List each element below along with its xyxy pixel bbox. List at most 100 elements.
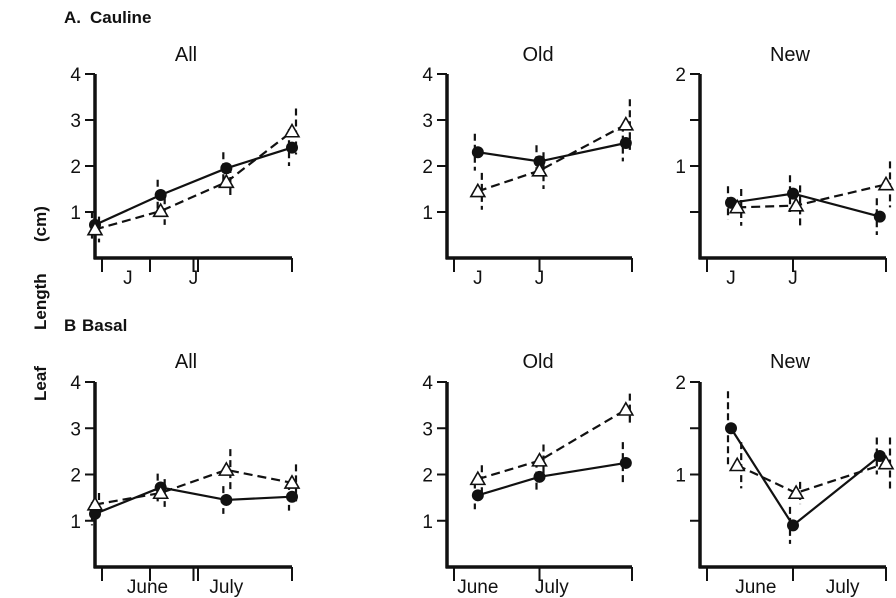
series-line	[477, 408, 627, 481]
data-point	[469, 470, 487, 486]
x-tick-label: June	[735, 577, 776, 598]
y-tick-label: 4	[422, 65, 433, 86]
y-tick-label: 2	[675, 65, 686, 86]
series-2	[469, 393, 635, 493]
x-tick-label: J	[189, 268, 199, 289]
data-point	[220, 493, 233, 506]
data-point	[728, 456, 746, 472]
y-axis-label-word-1: Leaf	[31, 366, 50, 401]
y-tick-label: 1	[70, 203, 81, 224]
x-tick-label: J	[788, 268, 798, 289]
x-tick-label: June	[457, 577, 498, 598]
y-tick-label: 4	[70, 373, 81, 394]
series-1	[89, 129, 298, 239]
x-tick-label: J	[473, 268, 483, 289]
series-2	[469, 99, 635, 210]
x-tick-label: July	[535, 577, 569, 598]
series-line	[94, 486, 293, 515]
y-tick-label: 1	[675, 466, 686, 487]
series-line	[94, 146, 293, 226]
data-point	[469, 182, 487, 198]
series-line	[477, 123, 627, 193]
data-point	[471, 146, 484, 159]
y-tick-label: 2	[70, 466, 81, 487]
data-point	[877, 454, 895, 470]
panel-title: All	[175, 351, 197, 373]
data-point	[787, 187, 799, 200]
data-point	[217, 461, 235, 476]
series-1	[471, 442, 632, 510]
panel-title: Old	[522, 351, 553, 373]
section-b-label: B Basal	[64, 316, 127, 335]
series-line	[737, 183, 887, 209]
y-tick-label: 3	[70, 419, 81, 440]
y-tick-label: 3	[422, 419, 433, 440]
data-point	[283, 122, 301, 138]
y-tick-label: 2	[675, 373, 686, 394]
series-line	[730, 427, 881, 527]
data-point	[617, 115, 635, 131]
panel-title: New	[770, 44, 811, 66]
data-point	[152, 484, 170, 500]
x-tick-label: July	[826, 577, 860, 598]
y-tick-label: 1	[70, 512, 81, 533]
section-a-label: A. Cauline	[64, 8, 151, 27]
section-b-letter: B	[64, 316, 76, 335]
series-line	[736, 462, 887, 495]
x-tick-label: J	[123, 268, 133, 289]
data-point	[152, 202, 170, 218]
data-point	[787, 196, 805, 212]
panel-3: New 1 2 J J	[675, 44, 895, 289]
x-tick-label: J	[535, 268, 545, 289]
data-point	[86, 495, 104, 511]
series-line	[730, 192, 881, 218]
y-tick-label: 2	[422, 466, 433, 487]
y-tick-label: 3	[422, 111, 433, 132]
y-tick-label: 2	[422, 157, 433, 178]
series-1	[471, 124, 632, 178]
data-point	[873, 450, 886, 462]
y-tick-label: 4	[422, 373, 433, 394]
data-point	[86, 220, 104, 236]
series-line	[94, 130, 293, 231]
data-point	[617, 401, 635, 416]
panel-title: All	[175, 44, 197, 66]
data-point	[531, 452, 548, 467]
y-tick-label: 1	[422, 512, 433, 533]
y-tick-label: 4	[70, 65, 81, 86]
data-point	[217, 173, 235, 189]
x-tick-label: July	[209, 577, 243, 598]
panel-5: Old 1 2 3 4 June July	[422, 351, 635, 598]
data-point	[283, 474, 301, 489]
x-tick-label: June	[127, 577, 168, 598]
y-tick-label: 2	[70, 157, 81, 178]
panels: All 1 2 3 4 J J Old 1 2 3 4 J J New 1 2 J J All 1 2 3 4 June July…	[70, 44, 895, 598]
panel-2: Old 1 2 3 4 J J	[422, 44, 635, 289]
y-axis-label: Leaf Length (cm)	[31, 206, 50, 401]
panel-title: Old	[522, 44, 553, 66]
data-point	[877, 175, 895, 191]
data-point	[787, 519, 799, 532]
y-axis-label-word-2: Length	[31, 273, 50, 330]
series-2	[728, 437, 895, 505]
panel-1: All 1 2 3 4 J J	[70, 44, 301, 289]
series-line	[477, 461, 627, 497]
y-tick-label: 1	[422, 203, 433, 224]
section-a-title: Cauline	[90, 8, 151, 27]
section-a-letter: A.	[64, 8, 81, 27]
series-2	[86, 108, 301, 243]
x-tick-label: J	[726, 268, 736, 289]
y-axis-label-word-3: (cm)	[31, 206, 50, 242]
data-point	[873, 210, 886, 223]
series-2	[86, 449, 301, 517]
y-tick-label: 1	[675, 157, 686, 178]
data-point	[728, 198, 746, 214]
data-point	[787, 484, 805, 500]
data-point	[619, 456, 632, 469]
series-line	[477, 141, 627, 163]
data-point	[533, 470, 546, 483]
y-tick-label: 3	[70, 111, 81, 132]
data-point	[725, 422, 737, 435]
panel-title: New	[770, 351, 811, 373]
